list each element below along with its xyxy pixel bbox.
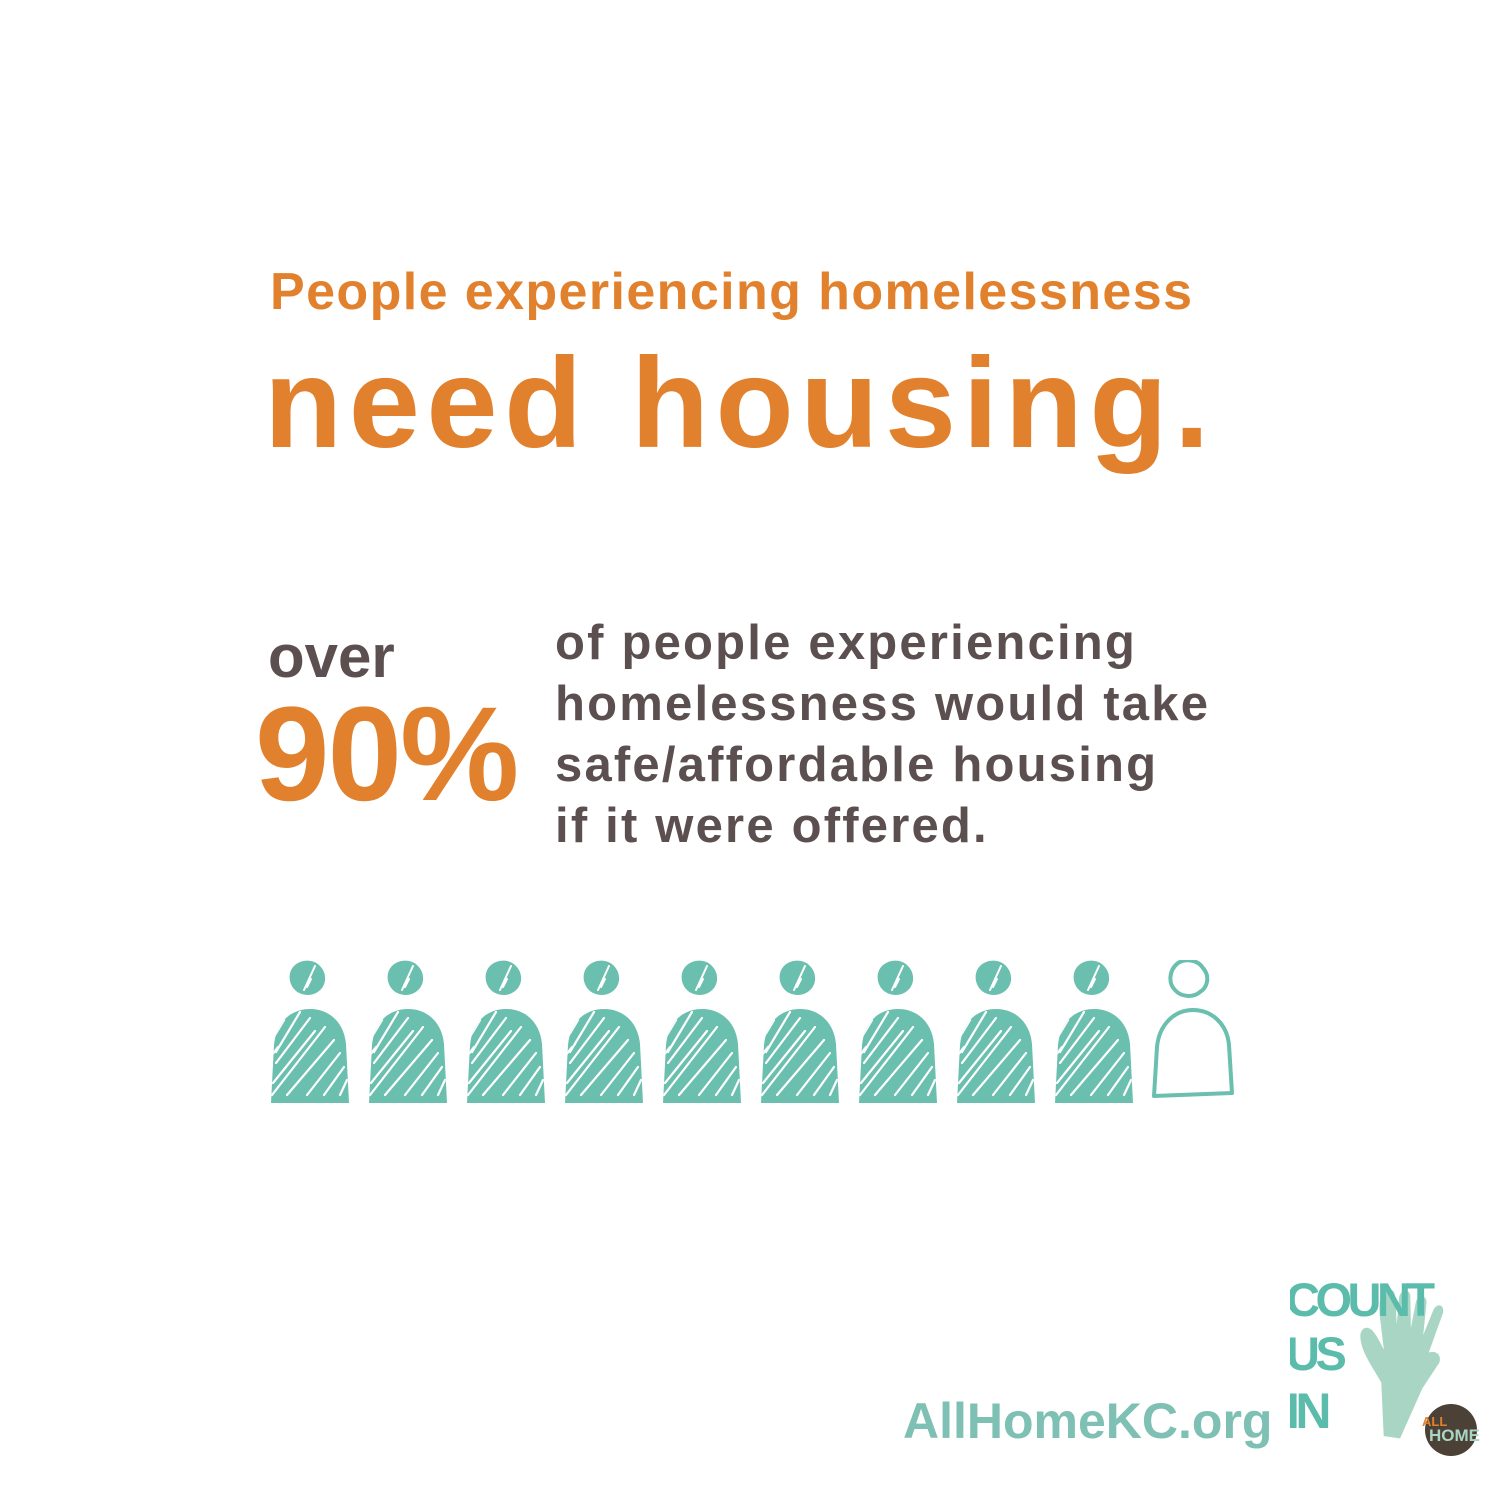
svg-text:HOME: HOME [1429, 1426, 1480, 1445]
svg-text:IN: IN [1290, 1383, 1328, 1439]
svg-text:COUNT: COUNT [1290, 1278, 1435, 1326]
svg-text:US: US [1290, 1327, 1345, 1380]
